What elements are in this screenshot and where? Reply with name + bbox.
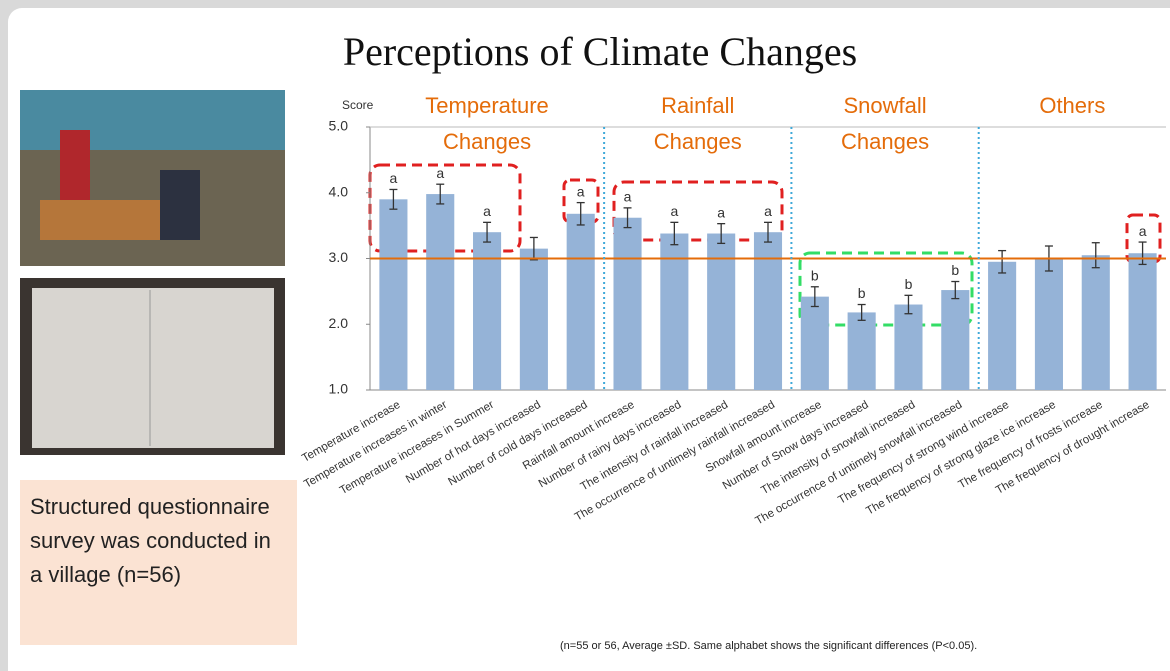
bar <box>519 248 548 390</box>
error-bar <box>764 221 772 243</box>
bar <box>988 261 1017 390</box>
error-bar <box>389 188 398 210</box>
error-bar <box>483 221 492 243</box>
error-bar <box>1091 242 1100 269</box>
y-tick-label: 1.0 <box>329 381 349 397</box>
error-bar <box>670 221 679 246</box>
error-bar <box>810 286 819 308</box>
group-label: Others <box>1039 93 1106 118</box>
error-bar <box>623 207 632 229</box>
x-tick-label: The frequency of strong wind increase <box>836 399 1011 507</box>
significance-letter: b <box>858 285 866 301</box>
bar <box>426 194 455 390</box>
significance-letter: a <box>577 183 585 199</box>
bar <box>707 233 736 390</box>
error-bar <box>857 303 866 321</box>
bar <box>1034 258 1063 390</box>
error-bar <box>529 236 538 261</box>
y-tick-label: 4.0 <box>329 183 349 199</box>
group-label: Snowfall Changes <box>841 93 930 154</box>
photo-questionnaire <box>20 278 285 455</box>
bar <box>753 232 783 390</box>
bar <box>613 217 642 390</box>
y-tick-label: 5.0 <box>329 118 349 134</box>
bar <box>847 312 876 390</box>
footnote: (n=55 or 56, Average ±SD. Same alphabet … <box>560 640 978 652</box>
error-bar <box>998 249 1007 274</box>
y-axis-label: Score <box>342 98 374 112</box>
error-bar <box>717 223 726 245</box>
significance-letter: a <box>390 170 398 186</box>
significance-letter: b <box>951 262 959 278</box>
significance-letter: b <box>905 276 913 292</box>
bar <box>1081 255 1110 390</box>
significance-letter: a <box>483 203 491 219</box>
error-bar <box>904 294 913 315</box>
bar <box>800 296 829 390</box>
significance-letter: a <box>670 203 678 219</box>
slide-title: Perceptions of Climate Changes <box>342 29 858 74</box>
bar <box>894 304 923 390</box>
significance-letter: a <box>436 165 444 181</box>
error-bar <box>951 280 960 300</box>
significance-letter: a <box>764 203 772 219</box>
y-tick-label: 3.0 <box>329 249 349 265</box>
significance-letter: a <box>624 189 632 205</box>
group-label: Temperature Changes <box>425 93 549 154</box>
group-label: Rainfall Changes <box>653 93 742 154</box>
bar <box>473 232 502 390</box>
note-box: Structured questionnaire survey was cond… <box>20 480 297 645</box>
bar <box>566 213 595 390</box>
error-bar <box>576 201 585 226</box>
photo-classroom <box>20 90 285 266</box>
significance-letter: a <box>1139 223 1147 239</box>
significance-letter: b <box>811 267 819 283</box>
significance-letter: a <box>717 204 725 220</box>
y-tick-label: 2.0 <box>329 315 349 331</box>
bar <box>941 290 970 390</box>
error-bar <box>1138 241 1147 266</box>
bar <box>660 233 689 390</box>
bar <box>379 199 408 390</box>
error-bar <box>436 183 445 205</box>
bar <box>1128 253 1157 390</box>
